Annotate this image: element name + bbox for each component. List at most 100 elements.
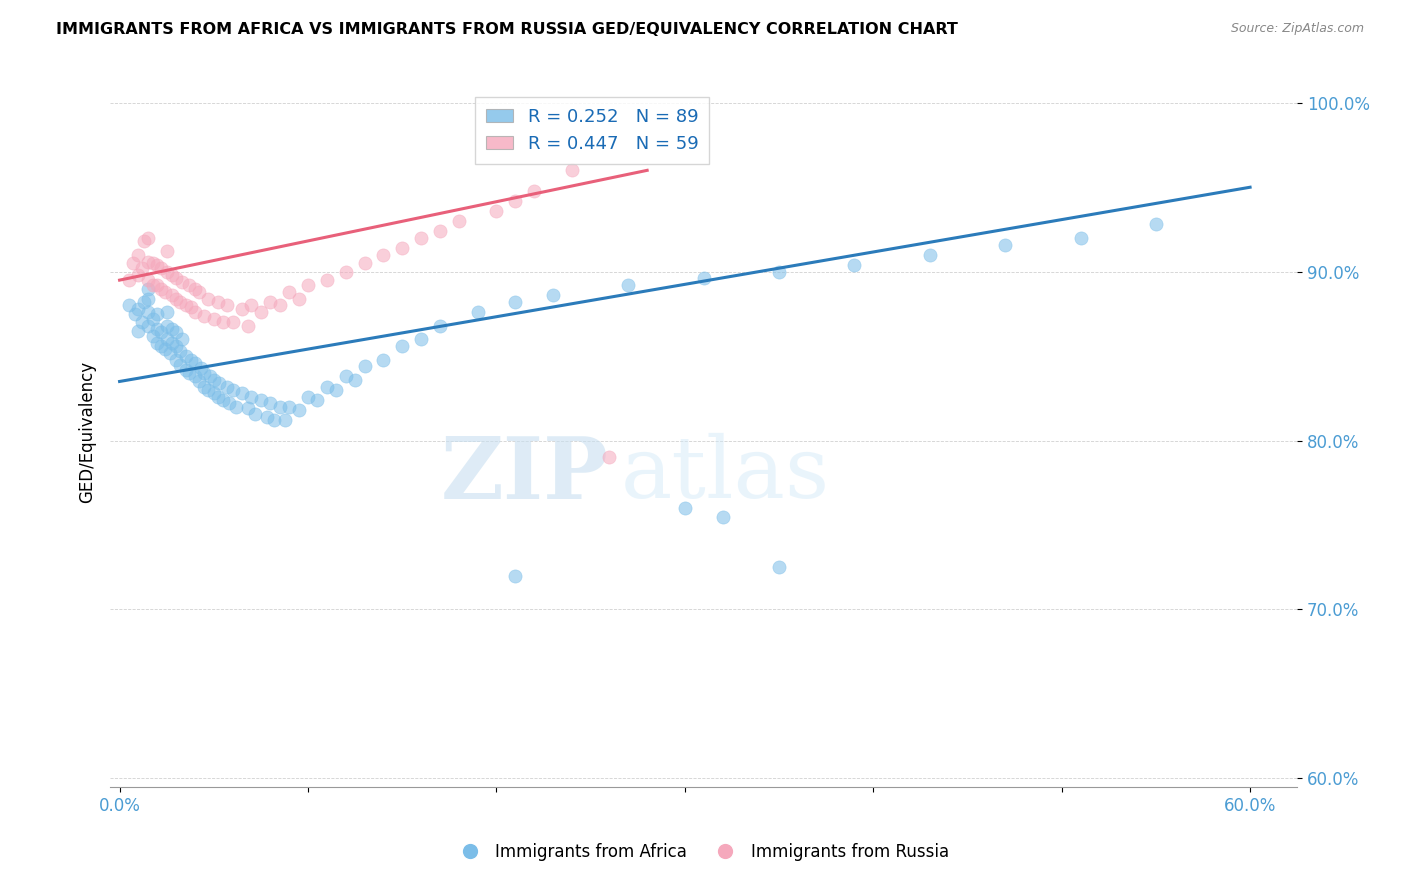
Point xyxy=(162,268,184,282)
Point xyxy=(127,324,149,338)
Point xyxy=(274,413,297,427)
Point xyxy=(541,288,564,302)
Point xyxy=(259,295,281,310)
Point xyxy=(307,392,329,407)
Point xyxy=(250,305,273,319)
Point xyxy=(190,361,212,376)
Point xyxy=(207,295,229,310)
Y-axis label: GED/Equivalency: GED/Equivalency xyxy=(79,361,96,503)
Point xyxy=(315,273,337,287)
Point xyxy=(207,390,229,404)
Point xyxy=(193,379,215,393)
Point xyxy=(315,379,337,393)
Point xyxy=(215,379,238,393)
Point xyxy=(373,352,395,367)
Point xyxy=(165,352,187,367)
Point xyxy=(467,305,489,319)
Point xyxy=(156,318,179,333)
Point xyxy=(768,560,790,574)
Point xyxy=(127,268,149,282)
Point xyxy=(127,248,149,262)
Point xyxy=(132,234,155,248)
Point xyxy=(127,301,149,316)
Point xyxy=(353,359,375,374)
Point xyxy=(297,390,319,404)
Point xyxy=(170,275,193,289)
Point xyxy=(240,298,263,312)
Text: IMMIGRANTS FROM AFRICA VS IMMIGRANTS FROM RUSSIA GED/EQUIVALENCY CORRELATION CHA: IMMIGRANTS FROM AFRICA VS IMMIGRANTS FRO… xyxy=(56,22,957,37)
Point xyxy=(156,332,179,346)
Point xyxy=(136,305,159,319)
Point xyxy=(673,501,696,516)
Point xyxy=(150,339,173,353)
Point xyxy=(391,241,413,255)
Point xyxy=(153,285,176,299)
Point xyxy=(335,265,357,279)
Point xyxy=(150,282,173,296)
Point xyxy=(503,568,526,582)
Point xyxy=(142,278,165,293)
Point xyxy=(136,282,159,296)
Point xyxy=(184,305,207,319)
Point xyxy=(162,335,184,350)
Point xyxy=(692,271,714,285)
Point xyxy=(212,315,235,329)
Text: Source: ZipAtlas.com: Source: ZipAtlas.com xyxy=(1230,22,1364,36)
Point xyxy=(287,292,309,306)
Point xyxy=(124,307,146,321)
Point xyxy=(174,362,197,376)
Point xyxy=(187,375,209,389)
Point xyxy=(184,356,207,370)
Point xyxy=(344,373,367,387)
Point xyxy=(245,407,267,421)
Point xyxy=(153,343,176,357)
Point xyxy=(162,288,184,302)
Point xyxy=(250,392,273,407)
Point xyxy=(131,315,153,329)
Point xyxy=(269,400,291,414)
Point xyxy=(156,305,179,319)
Point xyxy=(212,392,235,407)
Point xyxy=(156,244,179,259)
Point xyxy=(169,344,191,359)
Point xyxy=(429,224,451,238)
Point xyxy=(711,509,734,524)
Point xyxy=(391,339,413,353)
Point xyxy=(169,358,191,372)
Point xyxy=(136,273,159,287)
Text: atlas: atlas xyxy=(620,434,830,516)
Point xyxy=(146,335,169,350)
Point xyxy=(278,285,301,299)
Point xyxy=(136,231,159,245)
Point xyxy=(174,298,197,312)
Point xyxy=(373,248,395,262)
Point xyxy=(994,237,1017,252)
Point xyxy=(297,278,319,293)
Legend: Immigrants from Africa, Immigrants from Russia: Immigrants from Africa, Immigrants from … xyxy=(450,837,956,868)
Point xyxy=(221,383,243,397)
Point xyxy=(617,278,640,293)
Point xyxy=(146,258,169,272)
Point xyxy=(1144,218,1167,232)
Point xyxy=(180,300,202,314)
Point xyxy=(409,332,432,346)
Point xyxy=(429,318,451,333)
Point xyxy=(170,332,193,346)
Point xyxy=(179,366,201,380)
Point xyxy=(118,273,141,287)
Point xyxy=(598,450,620,465)
Point xyxy=(142,312,165,326)
Point xyxy=(184,282,207,296)
Point xyxy=(236,318,259,333)
Point xyxy=(150,326,173,340)
Point xyxy=(287,403,309,417)
Point xyxy=(844,258,866,272)
Point xyxy=(202,386,225,401)
Point xyxy=(215,298,238,312)
Point xyxy=(165,271,187,285)
Point xyxy=(768,265,790,279)
Point xyxy=(174,349,197,363)
Point xyxy=(503,194,526,208)
Point xyxy=(197,292,219,306)
Point xyxy=(142,256,165,270)
